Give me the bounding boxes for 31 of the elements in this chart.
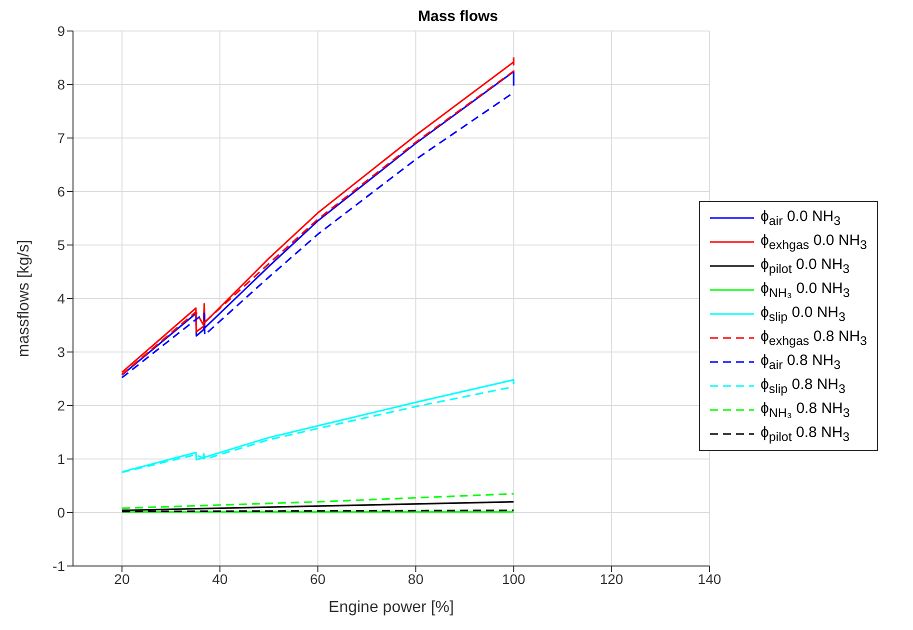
y-tick-label: 9 (57, 22, 66, 39)
legend-label: ϕ$_{NH₃}$ 0.0 NH$_{3}$ (760, 280, 850, 300)
y-tick-label: 7 (57, 130, 66, 146)
y-tick-label: 6 (57, 183, 66, 200)
y-tick-label: 8 (57, 76, 66, 92)
legend-label: ϕ$_{NH₃}$ 0.8 NH$_{3}$ (760, 400, 850, 420)
y-axis-title: massflows [kg/s] (16, 240, 33, 358)
legend-label: ϕ$_{air}$ 0.8 NH$_{3}$ (760, 352, 841, 372)
x-tick-label: 100 (502, 570, 526, 587)
x-tick-label: 20 (114, 570, 130, 587)
legend-label: ϕ$_{pilot}$ 0.0 NH$_{3}$ (760, 256, 850, 276)
legend-label: ϕ$_{slip}$ 0.8 NH$_{3}$ (760, 376, 846, 396)
y-tick-label: 0 (57, 504, 66, 520)
chart-title: Mass flows (418, 8, 498, 25)
y-tick-label: 1 (57, 450, 66, 467)
x-tick-label: 40 (212, 570, 228, 587)
x-tick-label: 60 (310, 570, 326, 587)
y-tick-label: 4 (57, 290, 66, 306)
y-tick-label: 2 (57, 397, 66, 414)
x-tick-label: 120 (600, 570, 624, 587)
legend-label: ϕ$_{pilot}$ 0.8 NH$_{3}$ (760, 424, 850, 444)
legend-label: ϕ$_{exhgas}$ 0.8 NH$_{3}$ (760, 328, 867, 348)
y-tick-label: 5 (57, 236, 66, 253)
legend-label: ϕ$_{exhgas}$ 0.0 NH$_{3}$ (760, 232, 867, 252)
x-axis-title: Engine power [%] (328, 599, 454, 616)
legend-label: ϕ$_{air}$ 0.0 NH$_{3}$ (760, 208, 841, 228)
x-tick-label: 140 (698, 570, 722, 587)
y-tick-label: 3 (57, 344, 66, 360)
x-tick-label: 80 (408, 570, 424, 587)
legend-label: ϕ$_{slip}$ 0.0 NH$_{3}$ (760, 304, 846, 324)
y-tick-label: -1 (52, 558, 66, 574)
